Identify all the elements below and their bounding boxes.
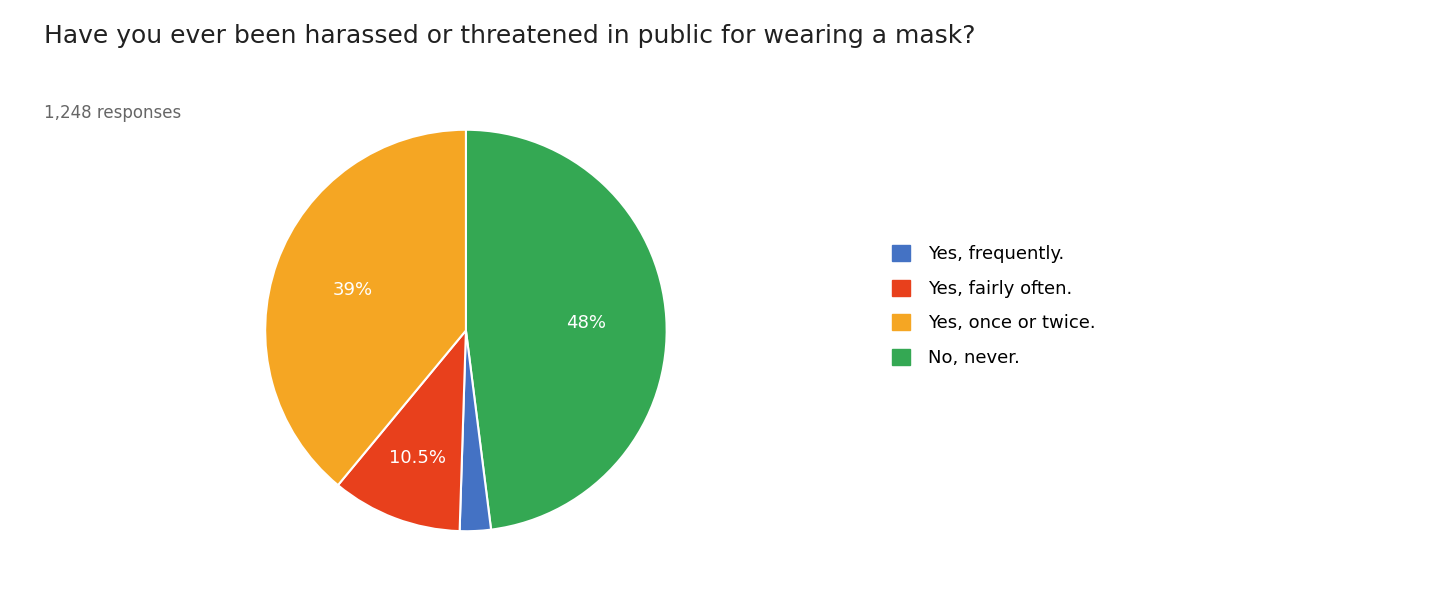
Wedge shape [338, 330, 466, 531]
Text: 1,248 responses: 1,248 responses [44, 104, 181, 122]
Legend: Yes, frequently., Yes, fairly often., Yes, once or twice., No, never.: Yes, frequently., Yes, fairly often., Ye… [882, 236, 1105, 376]
Text: Have you ever been harassed or threatened in public for wearing a mask?: Have you ever been harassed or threatene… [44, 24, 976, 48]
Text: 39%: 39% [332, 281, 373, 299]
Wedge shape [460, 330, 491, 531]
Wedge shape [265, 130, 466, 485]
Wedge shape [466, 130, 667, 529]
Text: 48%: 48% [566, 314, 606, 332]
Text: 10.5%: 10.5% [389, 449, 446, 467]
